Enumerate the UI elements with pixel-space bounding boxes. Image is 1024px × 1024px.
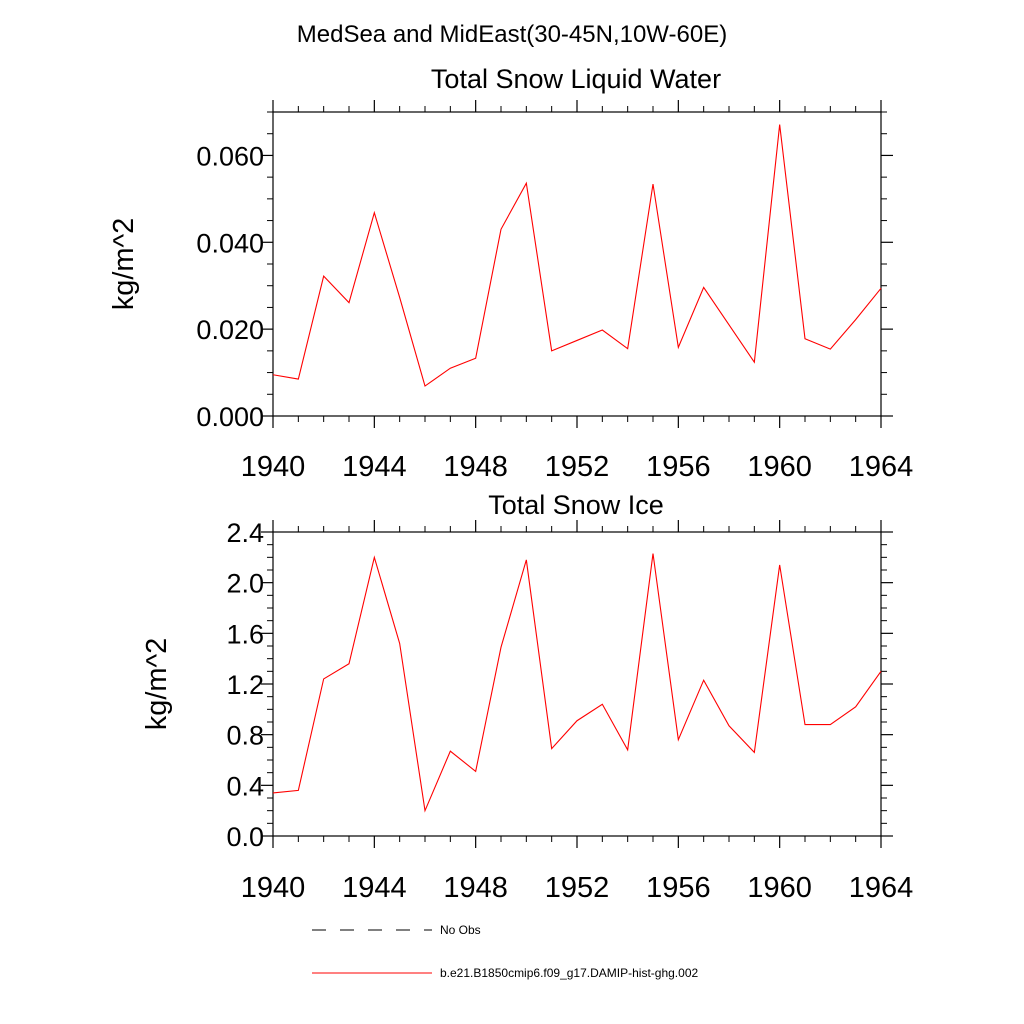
y-tick-label: 0.0 xyxy=(226,822,264,852)
y-tick-label: 0.040 xyxy=(196,228,264,258)
x-tick-label: 1956 xyxy=(646,451,711,483)
x-tick-label: 1948 xyxy=(443,451,508,483)
plot-frame xyxy=(272,531,882,837)
x-tick-label: 1960 xyxy=(747,451,812,483)
x-tick-label: 1956 xyxy=(646,872,711,904)
panel-snow-liquid-water: Total Snow Liquid Water kg/m^2 1940 1944 1… xyxy=(108,64,913,483)
x-tick-label: 1940 xyxy=(241,451,306,483)
series-line xyxy=(272,553,882,813)
panel-snow-ice: Total Snow Ice kg/m^2 1940 1944 1948 1952 19… xyxy=(141,490,913,904)
suptitle: MedSea and MidEast(30-45N,10W-60E) xyxy=(297,21,727,48)
legend-series-label: b.e21.B1850cmip6.f09_g17.DAMIP-hist-ghg.… xyxy=(440,966,698,980)
x-tick-label: 1944 xyxy=(342,872,407,904)
x-tick-label: 1964 xyxy=(849,872,914,904)
y-tick-label: 0.8 xyxy=(226,721,264,751)
x-tick-label: 1960 xyxy=(747,872,812,904)
y-tick-label: 1.6 xyxy=(226,619,264,649)
y-tick-label: 2.0 xyxy=(226,569,264,599)
x-tick-label: 1964 xyxy=(849,451,914,483)
y-tick-label: 0.020 xyxy=(196,315,264,345)
plot-frame xyxy=(272,111,882,417)
x-tick-label: 1952 xyxy=(545,872,610,904)
x-tick-label: 1952 xyxy=(545,451,610,483)
legend: No Obs b.e21.B1850cmip6.f09_g17.DAMIP-hi… xyxy=(312,923,698,980)
legend-no-obs-label: No Obs xyxy=(440,923,481,937)
panel-title: Total Snow Liquid Water xyxy=(431,64,721,94)
y-axis-label: kg/m^2 xyxy=(141,638,173,731)
y-axis-label: kg/m^2 xyxy=(108,218,140,311)
y-tick-label: 0.4 xyxy=(226,771,264,801)
y-tick-label: 0.060 xyxy=(196,141,264,171)
y-tick-label: 1.2 xyxy=(226,670,264,700)
y-tick-label: 2.4 xyxy=(226,518,264,548)
x-tick-label: 1948 xyxy=(443,872,508,904)
x-tick-label: 1944 xyxy=(342,451,407,483)
series-line xyxy=(272,124,882,387)
y-tick-label: 0.000 xyxy=(196,402,264,432)
x-tick-label: 1940 xyxy=(241,872,306,904)
panel-title: Total Snow Ice xyxy=(488,490,664,520)
